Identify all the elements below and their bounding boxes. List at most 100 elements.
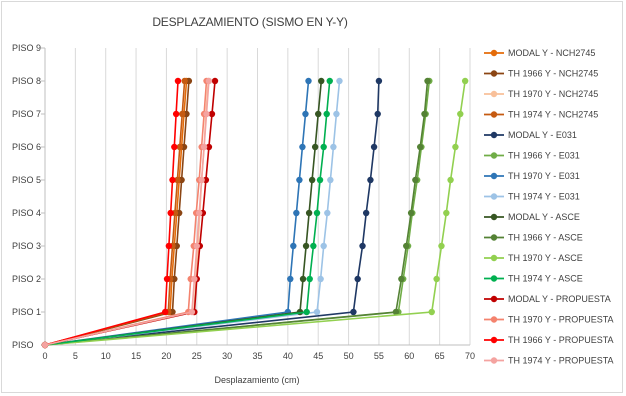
series-10 <box>41 77 469 349</box>
series-layer <box>41 77 469 349</box>
data-point <box>392 308 400 316</box>
data-point <box>191 275 198 283</box>
series-line <box>44 80 431 346</box>
legend-item: TH 1974 Y - NCH2745 <box>484 110 598 120</box>
x-tick-label: 70 <box>465 351 475 361</box>
x-tick-label: 30 <box>222 351 232 361</box>
legend-swatch-marker <box>490 70 498 77</box>
legend-item: TH 1974 Y - ASCE <box>484 274 583 284</box>
y-tick-label: PISO 4 <box>12 208 41 218</box>
data-point <box>211 77 219 85</box>
series-15 <box>41 77 213 349</box>
x-tick-label: 50 <box>344 351 354 361</box>
series-11 <box>41 77 333 349</box>
data-point <box>433 275 440 283</box>
legend-swatch-marker <box>490 254 498 262</box>
y-tick-label: PISO 7 <box>12 109 41 119</box>
legend-item: TH 1966 Y - NCH2745 <box>484 69 598 79</box>
y-tick-label: PISO 6 <box>12 142 41 152</box>
x-tick-label: 25 <box>192 351 202 361</box>
data-point <box>350 308 357 316</box>
data-point <box>205 143 213 151</box>
data-point <box>41 341 49 349</box>
series-6 <box>41 77 312 349</box>
legend-label: TH 1966 Y - E031 <box>508 151 580 161</box>
data-point <box>323 110 330 118</box>
legend-swatch-marker <box>490 152 498 159</box>
data-point <box>315 110 322 118</box>
data-point <box>208 110 216 118</box>
x-tick-label: 15 <box>131 351 141 361</box>
x-tick-label: 20 <box>161 351 171 361</box>
y-tick-label: PISO 8 <box>12 76 41 86</box>
data-point <box>302 242 310 250</box>
legend-item: TH 1966 Y - ASCE <box>484 233 583 243</box>
data-point <box>299 275 307 283</box>
series-7 <box>41 77 343 349</box>
series-14 <box>41 77 182 349</box>
data-point <box>305 77 312 85</box>
data-point <box>205 77 213 85</box>
data-point <box>165 242 173 250</box>
legend-item: MODAL Y - NCH2745 <box>484 48 595 58</box>
data-point <box>290 242 297 250</box>
data-point <box>200 143 208 151</box>
legend-item: TH 1970 Y - E031 <box>484 171 580 181</box>
x-tick-label: 45 <box>313 351 323 361</box>
data-point <box>174 176 181 184</box>
data-point <box>461 77 469 85</box>
data-point <box>330 143 337 151</box>
data-point <box>163 275 171 283</box>
data-point <box>447 176 454 184</box>
legend-label: TH 1970 Y - NCH2745 <box>508 89 598 99</box>
legend-swatch-marker <box>490 111 498 118</box>
series-9 <box>41 77 431 349</box>
y-tick-label: PISO 5 <box>12 175 41 185</box>
data-point <box>313 209 321 217</box>
data-point <box>333 110 340 118</box>
legend-item: TH 1970 Y - NCH2745 <box>484 89 598 99</box>
x-tick-label: 65 <box>435 351 445 361</box>
data-point <box>198 176 205 184</box>
y-tick-label: PISO <box>12 340 34 350</box>
legend-swatch-marker <box>490 131 498 139</box>
data-point <box>317 275 324 283</box>
legend-label: TH 1970 Y - ASCE <box>508 253 583 263</box>
data-point <box>302 110 309 118</box>
y-tick-label: PISO 2 <box>12 274 41 284</box>
legend-item: TH 1966 Y - E031 <box>484 151 580 161</box>
data-point <box>308 176 316 184</box>
data-point <box>354 275 361 283</box>
legend-item: MODAL Y - PROPUESTA <box>484 294 611 304</box>
data-point <box>169 176 176 184</box>
legend-label: TH 1966 Y - NCH2745 <box>508 69 598 79</box>
legend-swatch-marker <box>490 193 498 200</box>
legend-swatch-marker <box>490 357 498 364</box>
legend: MODAL Y - NCH2745 TH 1966 Y - NCH2745 TH 1… <box>484 48 614 366</box>
data-point <box>313 308 321 316</box>
data-point <box>457 110 464 118</box>
x-tick-label: 5 <box>73 351 78 361</box>
legend-item: TH 1974 Y - PROPUESTA <box>484 356 614 366</box>
data-point <box>299 143 306 151</box>
legend-swatch-marker <box>490 234 498 241</box>
x-axis-title: Desplazamiento (cm) <box>214 375 299 385</box>
legend-item: MODAL Y - E031 <box>484 130 577 140</box>
legend-label: TH 1970 Y - E031 <box>508 171 580 181</box>
legend-label: TH 1966 Y - PROPUESTA <box>508 335 614 345</box>
series-line <box>44 80 190 346</box>
y-tick-label: PISO 3 <box>12 241 41 251</box>
data-point <box>162 308 169 316</box>
data-point <box>203 110 210 118</box>
data-point <box>196 209 203 217</box>
legend-item: TH 1966 Y - PROPUESTA <box>484 335 614 345</box>
legend-item: TH 1970 Y - ASCE <box>484 253 583 263</box>
data-point <box>452 143 459 151</box>
data-point <box>320 242 327 250</box>
data-point <box>367 176 374 184</box>
data-point <box>375 77 383 85</box>
data-point <box>318 77 325 85</box>
legend-label: TH 1966 Y - ASCE <box>508 233 583 243</box>
legend-label: TH 1974 Y - ASCE <box>508 274 583 284</box>
